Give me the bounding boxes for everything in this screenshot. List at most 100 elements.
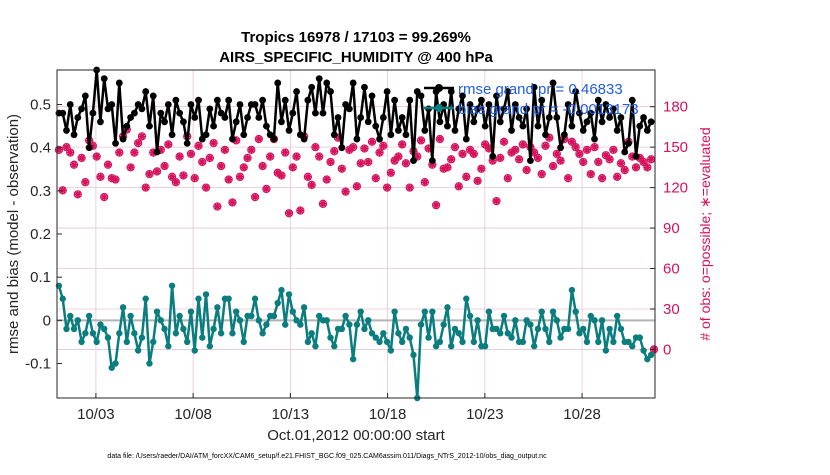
- y-right-tick-label: 30: [663, 301, 680, 318]
- bias-point: [183, 338, 191, 346]
- rmse-point: [161, 118, 168, 126]
- rmse-point: [187, 101, 195, 108]
- bias-point: [74, 317, 82, 324]
- obs-evaluated-marker: [447, 155, 455, 163]
- obs-evaluated-marker: [289, 163, 297, 171]
- bias-point: [134, 347, 142, 354]
- rmse-point: [85, 144, 93, 152]
- x-tick-label: 10/18: [369, 406, 407, 423]
- y-right-tick-label: 150: [663, 139, 688, 156]
- obs-evaluated-marker: [647, 155, 655, 163]
- obs-evaluated-marker: [70, 161, 78, 169]
- obs-evaluated-marker: [266, 153, 274, 161]
- bias-point: [274, 299, 281, 307]
- bias-point: [410, 351, 417, 359]
- bias-point: [214, 304, 221, 311]
- bias-point: [485, 308, 493, 315]
- bias-point: [97, 321, 104, 328]
- obs-evaluated-marker: [217, 162, 225, 170]
- rmse-point: [142, 88, 150, 95]
- bias-point: [436, 338, 444, 346]
- obs-evaluated-marker: [391, 157, 399, 165]
- obs-evaluated-marker: [372, 174, 380, 182]
- obs-evaluated-marker: [538, 170, 546, 178]
- rmse-point: [180, 118, 187, 126]
- obs-evaluated-marker: [168, 173, 176, 181]
- obs-evaluated-marker: [534, 154, 542, 162]
- obs-evaluated-marker: [108, 174, 116, 182]
- rmse-point: [583, 118, 591, 126]
- rmse-point: [308, 83, 316, 91]
- rmse-point: [625, 139, 632, 147]
- bias-point: [108, 364, 115, 371]
- x-tick-label: 10/23: [466, 406, 504, 423]
- bias-point: [383, 338, 391, 346]
- rmse-point: [210, 122, 217, 130]
- rmse-point: [364, 118, 372, 126]
- chart-title-line2: AIRS_SPECIFIC_HUMIDITY @ 400 hPa: [219, 49, 493, 66]
- rmse-point: [530, 83, 538, 91]
- obs-evaluated-marker: [466, 146, 474, 154]
- legend-bias-label: bias grand pr = -0.0013173: [458, 101, 639, 118]
- rmse-point: [508, 127, 515, 134]
- rmse-point: [153, 148, 161, 156]
- bias-point: [187, 308, 195, 315]
- bias-point: [542, 325, 549, 333]
- obs-evaluated-marker: [221, 146, 229, 154]
- obs-evaluated-marker: [492, 197, 501, 205]
- rmse-point: [553, 114, 561, 121]
- bias-point: [429, 308, 436, 315]
- rmse-point: [557, 144, 564, 152]
- rmse-point: [315, 75, 323, 83]
- bias-point: [610, 338, 617, 346]
- obs-evaluated-marker: [553, 150, 561, 158]
- bias-point: [191, 347, 198, 354]
- rmse-point: [493, 92, 500, 100]
- obs-evaluated-marker: [417, 136, 425, 144]
- y-right-tick-label: 180: [663, 99, 688, 116]
- y-axis-right-label: # of obs: o=possible; ∗=evaluated: [697, 127, 713, 340]
- obs-evaluated-marker: [93, 153, 101, 161]
- obs-evaluated-marker: [402, 159, 410, 167]
- axis-ticks: 180 150 120 90 60 30 0 10/03 10/08 10/13 10/18 10/2…: [25, 97, 688, 423]
- rmse-point: [327, 88, 334, 95]
- obs-evaluated-marker: [357, 159, 365, 167]
- rmse-point: [485, 101, 493, 108]
- rmse-point: [560, 131, 568, 139]
- obs-evaluated-marker: [628, 153, 636, 161]
- y-tick-label: 0: [43, 312, 51, 329]
- rmse-point: [191, 114, 199, 121]
- bias-point: [474, 317, 481, 324]
- obs-evaluated-marker: [406, 184, 414, 192]
- rmse-point: [334, 114, 342, 121]
- obs-evaluated-marker: [315, 153, 323, 161]
- bias-point: [598, 317, 606, 324]
- rmse-point: [428, 157, 436, 165]
- obs-evaluated-marker: [640, 158, 648, 166]
- rmse-point: [470, 118, 478, 126]
- obs-evaluated-marker: [632, 163, 640, 171]
- bias-point: [440, 321, 447, 328]
- rmse-point: [477, 96, 485, 104]
- rmse-point: [376, 135, 383, 143]
- obs-evaluated-marker: [568, 138, 576, 146]
- obs-evaluated-marker: [572, 143, 580, 151]
- obs-evaluated-marker: [187, 150, 195, 158]
- rmse-point: [500, 105, 508, 113]
- rmse-point: [444, 122, 451, 130]
- obs-evaluated-marker: [590, 143, 599, 151]
- bias-point: [236, 317, 244, 324]
- rmse-line: [58, 68, 653, 162]
- rmse-point: [281, 96, 289, 104]
- rmse-point: [100, 75, 108, 83]
- rmse-point: [274, 79, 282, 87]
- bias-point: [580, 325, 587, 333]
- obs-evaluated-marker: [583, 146, 591, 154]
- bias-point: [644, 355, 651, 363]
- obs-evaluated-marker: [326, 158, 335, 166]
- obs-evaluated-marker: [398, 140, 406, 148]
- rmse-point: [123, 122, 131, 130]
- rmse-point: [59, 109, 67, 117]
- obs-evaluated-marker: [259, 162, 267, 170]
